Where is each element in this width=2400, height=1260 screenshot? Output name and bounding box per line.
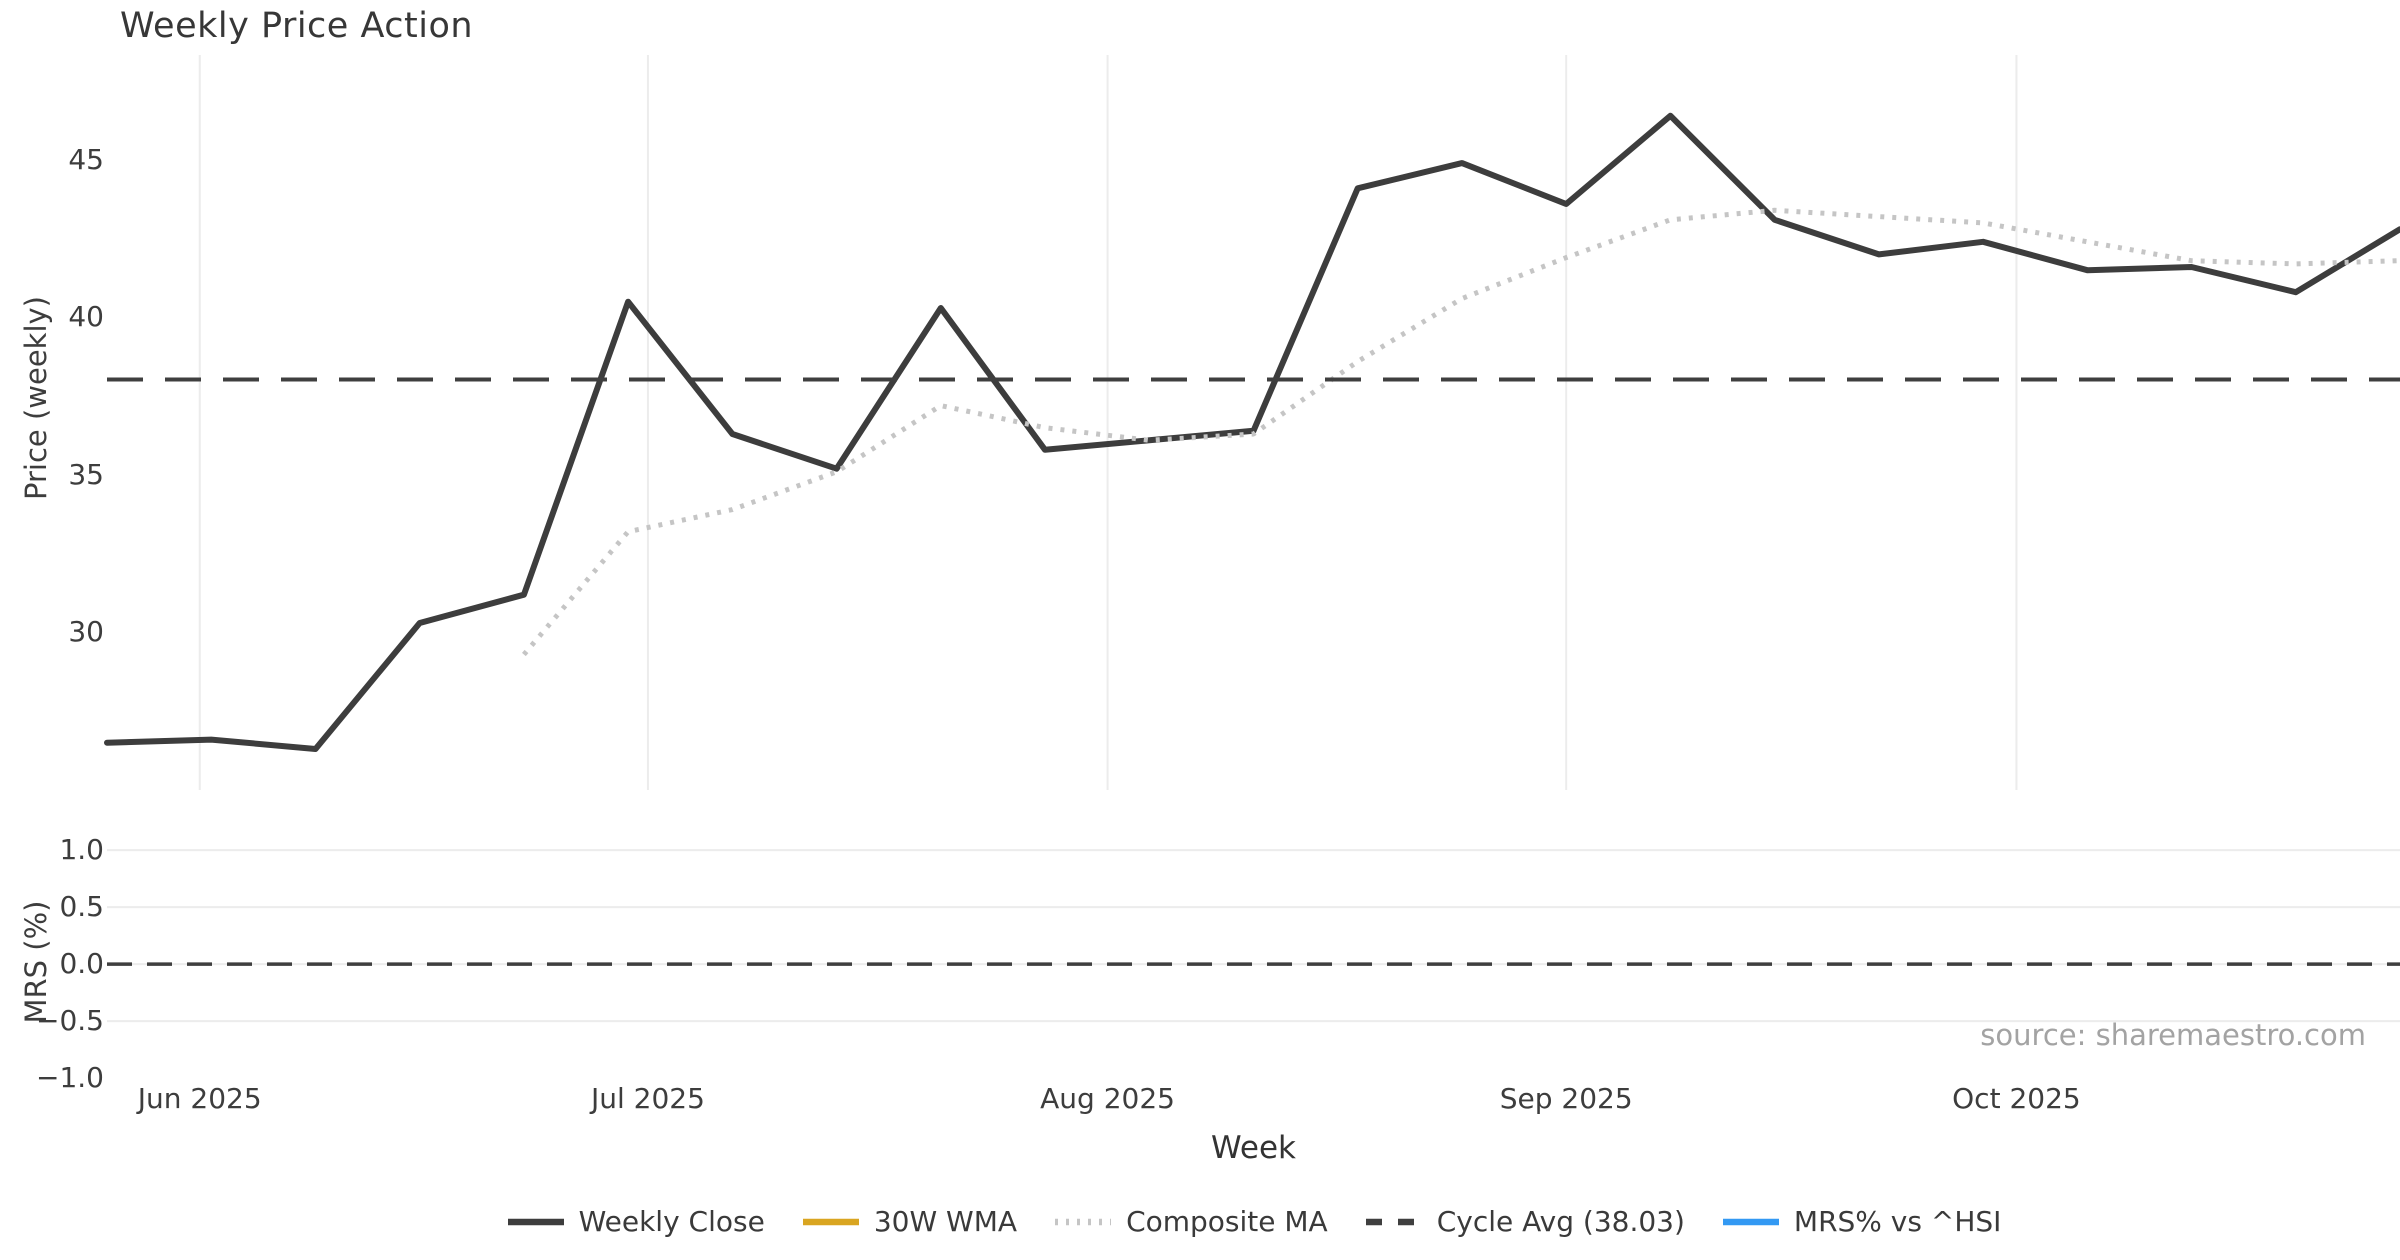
x-tick-label: Jul 2025 [590, 1082, 705, 1115]
x-tick-label: Jun 2025 [137, 1082, 262, 1115]
legend-label: 30W WMA [873, 1205, 1018, 1238]
legend-item-mrs-vs-hsi: MRS% vs ^HSI [1721, 1205, 2002, 1238]
x-tick-label: Aug 2025 [1040, 1082, 1175, 1115]
chart-title: Weekly Price Action [120, 6, 474, 46]
legend-swatch-solid [507, 1218, 564, 1225]
legend-item-30w-wma: 30W WMA [801, 1205, 1017, 1238]
y-tick-label: −1.0 [36, 1061, 104, 1095]
legend-item-cycle-avg-38-03: Cycle Avg (38.03) [1364, 1205, 1685, 1238]
legend-swatch-solid [1722, 1218, 1779, 1225]
legend-swatch-solid [802, 1218, 859, 1225]
source-note: source: sharemaestro.com [1980, 1018, 2366, 1052]
y-tick-label: 40 [68, 300, 104, 334]
chart-legend: Weekly Close 30W WMA Composite MA Cycle Avg… [107, 1205, 2400, 1238]
x-axis-label: Week [1211, 1130, 1296, 1166]
legend-swatch-dashed [1365, 1218, 1422, 1225]
y-tick-label: 35 [68, 457, 104, 491]
y-tick-label: 0.5 [59, 890, 104, 924]
x-tick-label: Oct 2025 [1952, 1082, 2081, 1115]
legend-label: MRS% vs ^HSI [1793, 1205, 2002, 1238]
legend-label: Cycle Avg (38.03) [1436, 1205, 1685, 1238]
legend-label: Composite MA [1126, 1205, 1328, 1238]
y-tick-label: 45 [68, 142, 104, 176]
series-weekly-close [104, 112, 2400, 752]
y-tick-label: 0.0 [59, 947, 104, 981]
x-tick-label: Sep 2025 [1499, 1082, 1633, 1115]
y-tick-label: 1.0 [59, 833, 104, 867]
y-tick-label: 30 [68, 615, 104, 649]
legend-swatch-dotted [1055, 1218, 1112, 1225]
legend-item-composite-ma: Composite MA [1053, 1205, 1328, 1238]
legend-item-weekly-close: Weekly Close [506, 1205, 765, 1238]
legend-label: Weekly Close [578, 1205, 765, 1238]
series-composite-ma [521, 207, 2400, 657]
y-tick-label: −0.5 [36, 1004, 104, 1038]
